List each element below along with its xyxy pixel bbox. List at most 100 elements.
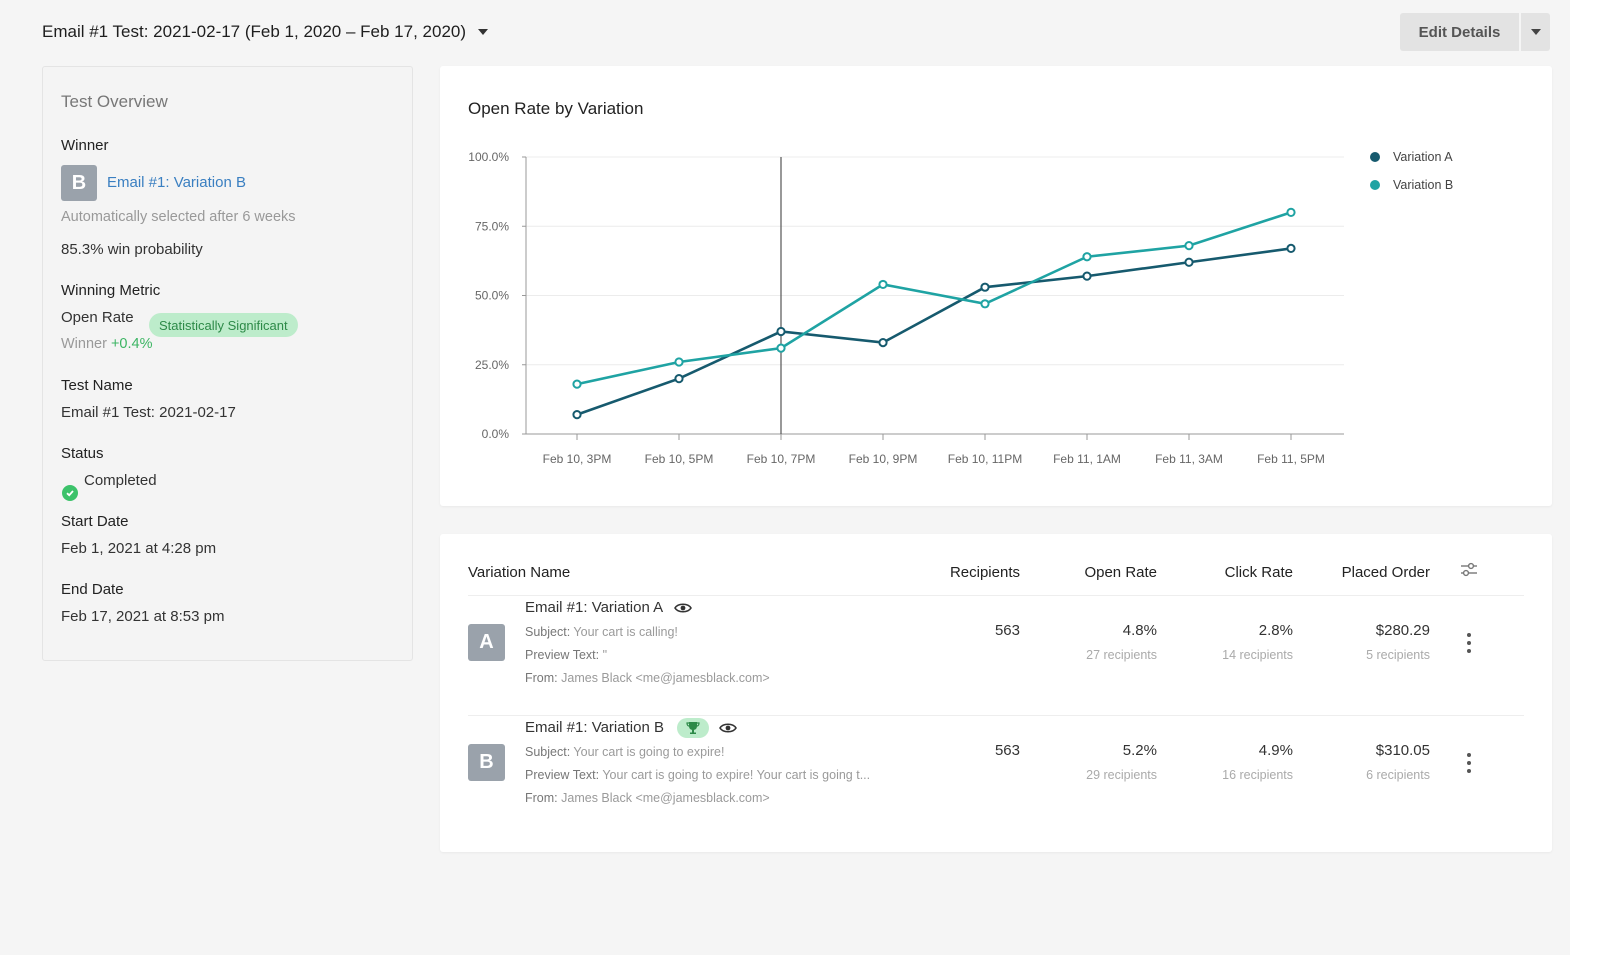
legend-marker — [1370, 152, 1380, 162]
check-circle-icon — [62, 485, 78, 501]
open-rate-value: 4.8% — [1122, 622, 1157, 639]
data-point — [1184, 257, 1194, 267]
col-header-placed-order[interactable]: Placed Order — [1341, 564, 1430, 581]
x-tick-label: Feb 11, 1AM — [1053, 452, 1121, 466]
data-point — [674, 357, 684, 367]
data-point — [674, 374, 684, 384]
data-point — [776, 343, 786, 353]
recipients-value: 563 — [994, 622, 1020, 639]
data-point — [1286, 243, 1296, 254]
x-tick-label: Feb 11, 5PM — [1257, 452, 1325, 466]
recipients-value: 563 — [994, 742, 1020, 759]
edit-details-group: Edit Details — [1400, 13, 1550, 51]
y-tick-label: 50.0% — [475, 289, 509, 303]
end-date-label: End Date — [61, 581, 124, 598]
test-name-value: Email #1 Test: 2021-02-17 — [61, 404, 236, 421]
col-header-recipients[interactable]: Recipients — [949, 564, 1020, 581]
variation-name[interactable]: Email #1: Variation B — [525, 719, 664, 736]
variation-badge: A — [468, 624, 505, 661]
x-tick-label: Feb 10, 3PM — [543, 452, 612, 466]
data-point — [572, 379, 582, 389]
placed-order-recipients: 5 recipients — [1366, 648, 1430, 662]
legend-marker — [1370, 180, 1380, 190]
test-name-label: Test Name — [61, 377, 133, 394]
start-date-value: Feb 1, 2021 at 4:28 pm — [61, 540, 217, 557]
auto-selected-note: Automatically selected after 6 weeks — [61, 209, 296, 225]
end-date-value: Feb 17, 2021 at 8:53 pm — [61, 608, 225, 625]
table-header-divider — [468, 595, 1524, 596]
eye-icon[interactable] — [674, 602, 692, 614]
start-date-label: Start Date — [61, 513, 129, 530]
placed-order-value: $310.05 — [1375, 742, 1430, 759]
legend-label: Variation B — [1393, 178, 1453, 192]
winner-label: Winner — [61, 137, 109, 154]
data-point — [980, 282, 990, 292]
variation-badge: B — [468, 744, 505, 781]
page-header[interactable]: Email #1 Test: 2021-02-17 (Feb 1, 2020 –… — [42, 20, 489, 44]
col-header-variation-name[interactable]: Variation Name — [468, 564, 571, 581]
variation-name[interactable]: Email #1: Variation A — [525, 599, 664, 616]
data-point — [572, 410, 582, 420]
y-tick-label: 0.0% — [482, 427, 510, 441]
col-header-open-rate[interactable]: Open Rate — [1084, 564, 1157, 581]
data-point — [980, 299, 990, 309]
status-value: Completed — [84, 472, 157, 489]
variation-from: From: James Black <me@jamesblack.com> — [525, 671, 770, 685]
test-overview-panel: Test Overview Winner B Email #1: Variati… — [42, 66, 413, 661]
open-rate-chart[interactable]: 100.0% 75.0% 50.0% 25.0% 0.0% Feb 10, 3PM Feb … — [440, 66, 1552, 506]
data-point — [1082, 271, 1092, 281]
data-point — [878, 337, 888, 348]
caret-down-icon — [1530, 29, 1541, 35]
data-point — [1082, 252, 1092, 262]
more-options-icon[interactable] — [1466, 633, 1472, 653]
x-tick-label: Feb 11, 3AM — [1155, 452, 1223, 466]
eye-icon[interactable] — [719, 722, 737, 734]
placed-order-value: $280.29 — [1375, 622, 1430, 639]
series-line-0 — [576, 247, 1292, 416]
win-probability: 85.3% win probability — [61, 241, 203, 258]
series-line-1 — [576, 211, 1292, 386]
caret-down-icon[interactable] — [478, 29, 489, 35]
variation-preview-text: Preview Text: " — [525, 648, 608, 662]
variations-table: Variation Name Recipients Open Rate Clic… — [440, 534, 1552, 852]
x-tick-label: Feb 10, 11PM — [948, 452, 1022, 466]
open-rate-recipients: 27 recipients — [1086, 648, 1157, 662]
placed-order-recipients: 6 recipients — [1366, 768, 1430, 782]
column-settings-icon[interactable] — [1460, 562, 1478, 578]
more-options-icon[interactable] — [1466, 753, 1472, 773]
winner-badge: B — [61, 165, 97, 201]
edit-details-dropdown[interactable] — [1521, 13, 1550, 51]
data-point — [878, 279, 888, 290]
winner-variation-link[interactable]: Email #1: Variation B — [107, 174, 246, 191]
y-tick-label: 75.0% — [475, 219, 509, 233]
edit-details-button[interactable]: Edit Details — [1400, 13, 1519, 51]
variation-preview-text: Preview Text: Your cart is going to expi… — [525, 768, 871, 782]
page-right-edge — [1570, 0, 1600, 955]
open-rate-value: 5.2% — [1122, 742, 1157, 759]
click-rate-recipients: 14 recipients — [1222, 648, 1293, 662]
trophy-icon — [686, 722, 700, 734]
status-label: Status — [61, 445, 104, 462]
data-point — [1286, 207, 1296, 217]
legend-label: Variation A — [1393, 150, 1453, 164]
chart-title: Open Rate by Variation — [468, 99, 644, 118]
significance-badge: Statistically Significant — [149, 313, 298, 337]
winning-metric-value: Open Rate — [61, 309, 134, 326]
click-rate-recipients: 16 recipients — [1222, 768, 1293, 782]
data-point — [1184, 241, 1194, 251]
y-tick-label: 100.0% — [468, 150, 509, 164]
data-point — [776, 326, 786, 337]
variation-from: From: James Black <me@jamesblack.com> — [525, 791, 770, 805]
overview-title: Test Overview — [61, 92, 168, 111]
variation-subject: Subject: Your cart is going to expire! — [525, 745, 725, 759]
col-header-click-rate[interactable]: Click Rate — [1224, 564, 1293, 581]
winner-delta-prefix: Winner — [61, 336, 107, 352]
page-title: Email #1 Test: 2021-02-17 (Feb 1, 2020 –… — [42, 22, 467, 41]
open-rate-chart-card: Open Rate by Variation 100.0% 75.0% 50.0% 2… — [440, 66, 1552, 506]
x-tick-label: Feb 10, 5PM — [645, 452, 714, 466]
click-rate-value: 4.9% — [1258, 742, 1293, 759]
x-tick-label: Feb 10, 7PM — [747, 452, 816, 466]
winner-delta-value: +0.4% — [110, 336, 153, 352]
variation-subject: Subject: Your cart is calling! — [525, 625, 678, 639]
open-rate-recipients: 29 recipients — [1086, 768, 1157, 782]
